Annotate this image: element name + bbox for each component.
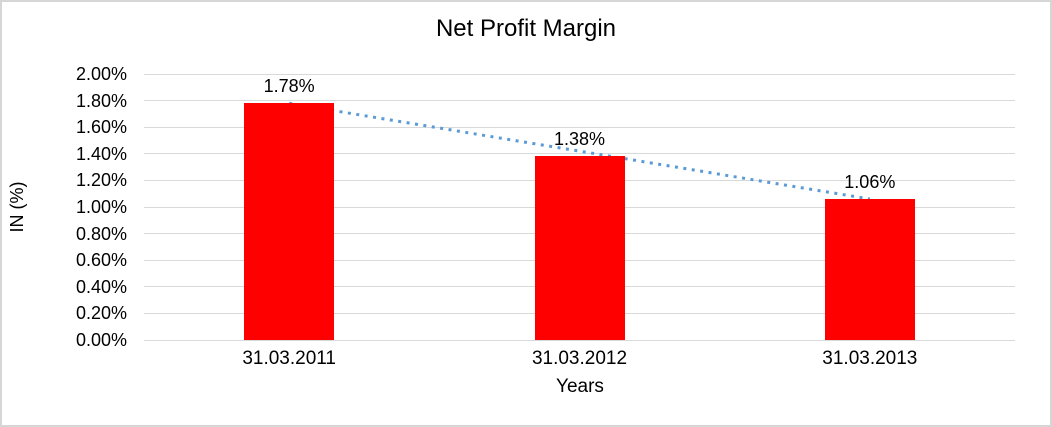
y-tick-label: 2.00%	[75, 64, 127, 84]
bar-value-label: 1.06%	[844, 172, 896, 193]
y-tick-label: 1.20%	[75, 170, 127, 191]
y-tick-label: 0.80%	[75, 223, 127, 244]
x-tick-label: 31.03.2013	[822, 348, 918, 369]
bar-31.03.2012	[534, 156, 625, 340]
y-tick-label: 0.40%	[75, 276, 127, 297]
y-tick-label: 1.00%	[75, 197, 127, 217]
chart-title: Net Profit Margin	[435, 15, 617, 42]
y-tick-label: 0.20%	[75, 303, 127, 324]
bar-value-label: 1.78%	[263, 76, 315, 97]
y-tick-label: 0.60%	[75, 250, 127, 271]
bar-31.03.2011	[244, 103, 335, 340]
y-tick-label: 1.40%	[75, 143, 127, 164]
x-axis-title: Years	[556, 376, 604, 397]
y-tick-label: 1.80%	[75, 90, 127, 111]
bar-value-label: 1.38%	[553, 129, 606, 150]
x-tick-label: 31.03.2011	[242, 348, 336, 369]
y-tick-label: 1.60%	[75, 117, 127, 138]
x-tick-label: 31.03.2012	[531, 348, 628, 369]
bar-31.03.2013	[824, 199, 915, 340]
gridline	[144, 73, 1015, 75]
gridline	[144, 100, 1015, 102]
y-tick-label: 0.00%	[75, 330, 127, 350]
gridline	[144, 339, 1015, 341]
